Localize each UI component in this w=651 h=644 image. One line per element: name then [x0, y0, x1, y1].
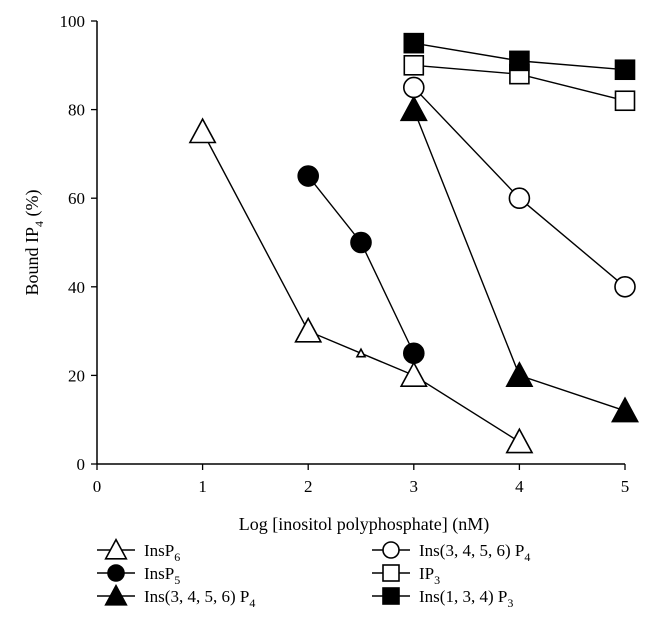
legend-label: Ins(1, 3, 4) P3 — [419, 587, 513, 610]
legend-entry: Ins(3, 4, 5, 6) P4 — [372, 541, 530, 564]
y-axis-title-group: Bound IP4 (%) — [22, 189, 46, 295]
y-axis-title: Bound IP4 (%) — [22, 189, 46, 295]
data-point — [403, 32, 425, 54]
y-tick-label: 20 — [68, 366, 85, 385]
series-2 — [297, 165, 425, 365]
legend-label: InsP6 — [144, 541, 180, 564]
x-axis-title: Log [inositol polyphosphate] (nM) — [239, 514, 489, 535]
legend-entry: Ins(1, 3, 4) P3 — [372, 587, 513, 610]
legend-entry: InsP5 — [97, 564, 180, 587]
data-point — [614, 90, 636, 112]
y-tick-label: 80 — [68, 101, 85, 120]
data-point — [297, 165, 320, 187]
data-point — [505, 361, 534, 387]
x-tick-label: 4 — [515, 477, 524, 496]
data-point — [508, 187, 531, 209]
series-line — [201, 131, 520, 443]
legend-label: Ins(3, 4, 5, 6) P4 — [144, 587, 255, 610]
x-tick-label: 0 — [93, 477, 102, 496]
series-1 — [188, 117, 534, 454]
legend-marker — [382, 564, 400, 582]
legend-marker — [382, 541, 400, 559]
data-point — [402, 76, 425, 99]
data-point — [399, 361, 428, 387]
y-tick-label: 0 — [77, 455, 86, 474]
series-line — [307, 175, 415, 354]
y-tick-label: 60 — [68, 189, 85, 208]
data-point — [294, 316, 323, 343]
data-point — [188, 117, 217, 144]
x-tick-label: 5 — [621, 477, 630, 496]
legend-label: Ins(3, 4, 5, 6) P4 — [419, 541, 530, 564]
legend-entry: Ins(3, 4, 5, 6) P4 — [97, 583, 255, 610]
legend-marker — [107, 564, 125, 582]
legend-marker — [104, 537, 128, 560]
y-tick-label: 40 — [68, 278, 85, 297]
legend-entry: IP3 — [372, 564, 440, 587]
legend-label: InsP5 — [144, 564, 180, 587]
series-6 — [403, 32, 636, 81]
x-tick-label: 1 — [198, 477, 207, 496]
series-line — [413, 86, 626, 288]
axes: 0 1 2 3 4 5 0 20 40 60 80 100 Log [inositol polyphos… — [22, 12, 629, 535]
x-tick-label: 3 — [410, 477, 419, 496]
y-tick-label: 100 — [60, 12, 86, 31]
data-point — [614, 59, 636, 81]
series-3 — [399, 95, 639, 423]
data-point — [399, 95, 428, 122]
data-point — [350, 231, 372, 254]
legend-entry: InsP6 — [97, 537, 180, 564]
data-point — [402, 342, 425, 365]
legend-label: IP3 — [419, 564, 440, 587]
data-point — [611, 396, 639, 423]
data-point — [505, 427, 534, 454]
small-marker-annotation — [355, 347, 367, 358]
plot-area — [188, 32, 639, 454]
legend-marker — [104, 583, 128, 606]
data-point — [403, 54, 425, 76]
data-point — [614, 275, 636, 298]
data-point — [509, 50, 530, 72]
x-tick-label: 2 — [304, 477, 313, 496]
legend-marker — [382, 587, 400, 605]
series-4 — [402, 76, 636, 298]
